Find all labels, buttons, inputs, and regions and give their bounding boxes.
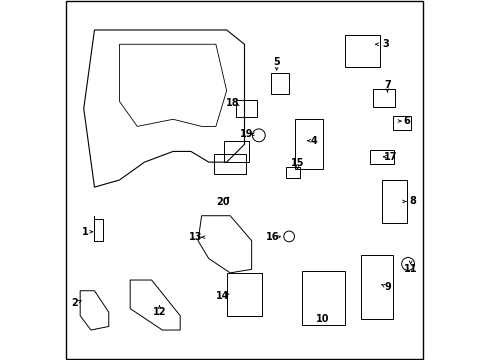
Bar <box>344 35 380 67</box>
Bar <box>372 89 394 107</box>
Text: 20: 20 <box>216 197 229 207</box>
Text: 8: 8 <box>408 197 415 206</box>
Bar <box>271 73 288 94</box>
Text: 6: 6 <box>403 116 409 126</box>
Text: 17: 17 <box>383 152 396 162</box>
Bar <box>224 141 248 162</box>
Bar <box>294 119 323 169</box>
Bar <box>226 273 262 316</box>
Text: 7: 7 <box>383 80 390 90</box>
Bar <box>94 219 103 241</box>
Text: 3: 3 <box>382 39 388 49</box>
Bar <box>285 167 299 178</box>
Bar <box>235 100 257 117</box>
Text: 16: 16 <box>266 232 279 242</box>
Bar <box>214 154 246 174</box>
Bar <box>392 116 410 130</box>
Bar <box>301 271 344 325</box>
Bar <box>370 150 393 164</box>
Text: 2: 2 <box>71 298 78 308</box>
Text: 5: 5 <box>273 57 280 67</box>
Text: 1: 1 <box>82 227 89 237</box>
Text: 14: 14 <box>216 291 229 301</box>
Text: 4: 4 <box>310 136 317 146</box>
Text: 11: 11 <box>403 264 416 274</box>
Text: 19: 19 <box>239 129 252 139</box>
Text: 12: 12 <box>152 307 166 317</box>
Bar <box>360 255 392 319</box>
Text: 15: 15 <box>290 158 304 168</box>
Text: 13: 13 <box>188 232 202 242</box>
Text: 10: 10 <box>315 314 328 324</box>
Text: 9: 9 <box>383 282 390 292</box>
Text: 18: 18 <box>226 98 240 108</box>
Bar <box>381 180 406 223</box>
